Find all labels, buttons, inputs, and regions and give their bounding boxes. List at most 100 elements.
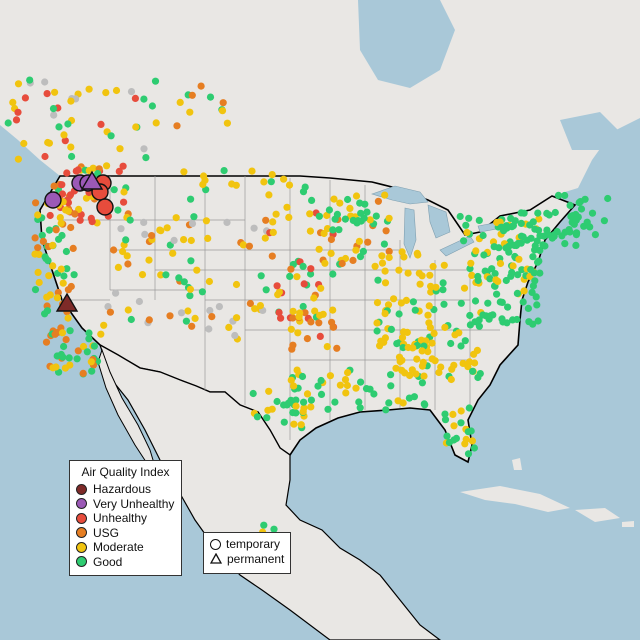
site-marker — [85, 329, 93, 337]
site-marker — [123, 252, 131, 260]
site-marker — [31, 234, 39, 242]
site-marker — [182, 317, 190, 325]
site-marker — [115, 167, 123, 175]
site-marker — [385, 247, 393, 255]
site-marker — [426, 271, 434, 279]
site-marker — [387, 382, 395, 390]
site-marker — [205, 325, 213, 333]
site-marker — [417, 336, 425, 344]
site-marker — [447, 375, 455, 384]
site-marker — [448, 365, 456, 373]
site-marker — [262, 286, 270, 294]
site-marker — [344, 195, 352, 204]
site-marker — [61, 137, 69, 145]
site-marker — [112, 86, 121, 95]
site-marker — [162, 271, 170, 279]
site-marker — [381, 191, 389, 199]
site-marker — [289, 341, 297, 349]
legend-label: Good — [93, 554, 123, 569]
site-marker — [184, 307, 192, 315]
site-marker — [112, 289, 120, 297]
site-marker — [41, 78, 49, 86]
site-marker — [370, 390, 378, 398]
site-marker — [331, 398, 339, 406]
site-marker — [395, 310, 403, 318]
site-marker — [140, 145, 148, 153]
site-marker — [439, 286, 447, 294]
site-marker — [34, 244, 42, 252]
site-marker — [248, 167, 256, 175]
site-marker — [148, 232, 156, 240]
site-marker — [486, 275, 494, 283]
site-marker — [535, 226, 543, 234]
site-marker — [206, 93, 215, 101]
site-marker — [299, 302, 307, 311]
site-marker — [273, 282, 281, 290]
site-marker — [253, 413, 261, 421]
site-marker — [64, 120, 72, 128]
site-marker — [326, 372, 334, 380]
site-marker — [470, 444, 478, 452]
site-marker — [406, 371, 414, 380]
site-marker — [102, 89, 110, 97]
site-marker — [418, 379, 426, 387]
site-marker — [372, 212, 380, 220]
site-marker — [493, 290, 501, 298]
site-marker — [26, 76, 34, 84]
site-marker — [307, 396, 315, 404]
site-marker — [138, 271, 147, 279]
site-marker — [186, 108, 194, 116]
site-marker — [114, 263, 122, 271]
site-marker — [267, 178, 275, 186]
site-marker — [473, 346, 481, 354]
site-marker — [509, 222, 517, 230]
site-marker — [274, 291, 282, 299]
site-marker — [509, 262, 517, 270]
site-marker — [43, 293, 51, 301]
site-marker — [450, 436, 458, 444]
site-marker — [430, 329, 438, 337]
site-marker — [490, 243, 498, 251]
site-marker — [21, 94, 29, 102]
site-marker — [303, 335, 311, 343]
site-marker — [58, 181, 66, 189]
site-marker — [459, 359, 467, 367]
site-marker — [273, 397, 281, 406]
site-marker — [336, 199, 344, 207]
circle-icon — [210, 538, 221, 550]
site-marker — [119, 162, 127, 170]
site-marker — [414, 251, 422, 259]
site-marker — [239, 241, 247, 249]
site-marker — [343, 381, 351, 390]
site-marker — [374, 197, 382, 205]
site-marker — [55, 123, 63, 131]
site-marker — [71, 210, 79, 218]
site-marker — [502, 276, 510, 285]
site-marker — [280, 175, 288, 183]
site-marker — [249, 389, 257, 398]
site-marker — [88, 367, 96, 375]
site-marker — [51, 330, 59, 338]
site-marker — [270, 525, 278, 533]
legend-swatch-icon — [76, 483, 87, 495]
legend-label: Hazardous — [93, 482, 152, 497]
site-marker — [31, 199, 40, 207]
site-marker — [432, 283, 440, 291]
site-marker — [204, 234, 212, 242]
site-marker — [374, 276, 382, 284]
site-marker — [429, 262, 437, 271]
site-marker — [572, 216, 580, 224]
site-marker — [120, 188, 128, 196]
site-marker — [518, 266, 526, 274]
site-marker — [268, 252, 276, 260]
site-marker — [352, 384, 360, 392]
site-marker — [323, 343, 331, 351]
site-marker — [126, 216, 134, 224]
site-marker — [572, 241, 580, 249]
site-marker — [534, 317, 542, 325]
site-marker — [57, 265, 65, 273]
site-marker — [575, 199, 583, 207]
site-marker — [465, 214, 473, 222]
site-marker — [517, 232, 526, 240]
site-marker — [439, 279, 447, 287]
